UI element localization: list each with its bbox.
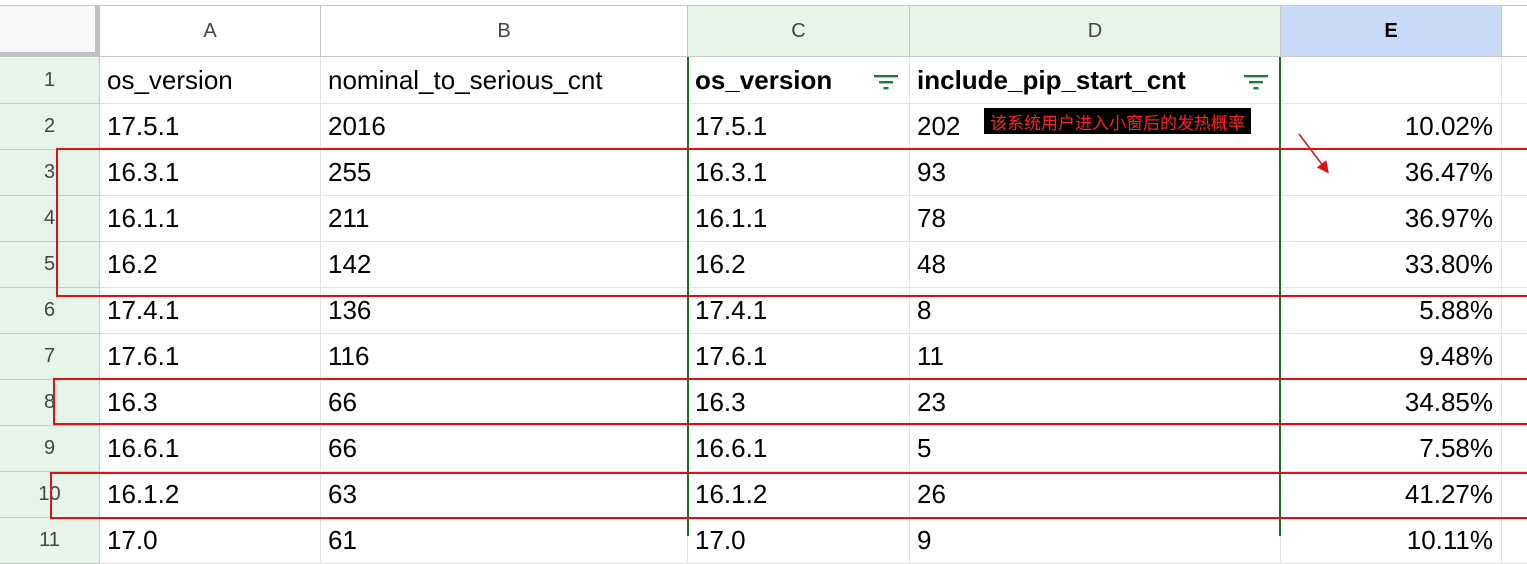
row-header-5[interactable]: 5: [0, 242, 100, 288]
cell-a6[interactable]: 17.4.1: [100, 288, 321, 334]
header-cell-d1[interactable]: include_pip_start_cnt: [910, 57, 1281, 104]
cell-f4[interactable]: [1502, 196, 1527, 242]
cell-b5[interactable]: 142: [321, 242, 688, 288]
cell-c3[interactable]: 16.3.1: [688, 150, 910, 196]
annotation-note: 该系统用户进入小窗后的发热概率: [984, 108, 1251, 134]
row-header-11[interactable]: 11: [0, 518, 100, 564]
cell-c2[interactable]: 17.5.1: [688, 104, 910, 150]
filter-icon[interactable]: [873, 73, 899, 91]
header-cell-c1[interactable]: os_version: [688, 57, 910, 104]
cell-c10[interactable]: 16.1.2: [688, 472, 910, 518]
cell-f2[interactable]: [1502, 104, 1527, 150]
cell-f8[interactable]: [1502, 380, 1527, 426]
cell-a5[interactable]: 16.2: [100, 242, 321, 288]
highlight-box-rows-3-5: [56, 148, 1527, 297]
cell-b4[interactable]: 211: [321, 196, 688, 242]
cell-d9[interactable]: 5: [910, 426, 1281, 472]
cell-c5[interactable]: 16.2: [688, 242, 910, 288]
cell-c6[interactable]: 17.4.1: [688, 288, 910, 334]
cell-b11[interactable]: 61: [321, 518, 688, 564]
row-header-6[interactable]: 6: [0, 288, 100, 334]
header-cell-e1[interactable]: [1281, 57, 1502, 104]
cell-e7[interactable]: 9.48%: [1281, 334, 1502, 380]
cell-b8[interactable]: 66: [321, 380, 688, 426]
cell-e9[interactable]: 7.58%: [1281, 426, 1502, 472]
cell-f7[interactable]: [1502, 334, 1527, 380]
cell-e5[interactable]: 33.80%: [1281, 242, 1502, 288]
cell-a10[interactable]: 16.1.2: [100, 472, 321, 518]
row-header-7[interactable]: 7: [0, 334, 100, 380]
cell-c4[interactable]: 16.1.1: [688, 196, 910, 242]
highlight-box-row-8: [53, 378, 1527, 425]
cell-e2[interactable]: 10.02%: [1281, 104, 1502, 150]
cell-b9[interactable]: 66: [321, 426, 688, 472]
cell-a3[interactable]: 16.3.1: [100, 150, 321, 196]
column-header-e[interactable]: E: [1281, 6, 1502, 57]
cell-f9[interactable]: [1502, 426, 1527, 472]
cell-e8[interactable]: 34.85%: [1281, 380, 1502, 426]
cell-c11[interactable]: 17.0: [688, 518, 910, 564]
cell-b2[interactable]: 2016: [321, 104, 688, 150]
row-header-4[interactable]: 4: [0, 196, 100, 242]
cell-d7[interactable]: 11: [910, 334, 1281, 380]
row-header-2[interactable]: 2: [0, 104, 100, 150]
select-all-corner[interactable]: [0, 6, 100, 57]
cell-f5[interactable]: [1502, 242, 1527, 288]
cell-a4[interactable]: 16.1.1: [100, 196, 321, 242]
row-header-8[interactable]: 8: [0, 380, 100, 426]
cell-d3[interactable]: 93: [910, 150, 1281, 196]
filter-icon[interactable]: [1243, 73, 1269, 91]
header-cell-b1[interactable]: nominal_to_serious_cnt: [321, 57, 688, 104]
column-header-c[interactable]: C: [688, 6, 910, 57]
cell-e3[interactable]: 36.47%: [1281, 150, 1502, 196]
cell-a7[interactable]: 17.6.1: [100, 334, 321, 380]
cell-a8[interactable]: 16.3: [100, 380, 321, 426]
column-header-d[interactable]: D: [910, 6, 1281, 57]
cell-e11[interactable]: 10.11%: [1281, 518, 1502, 564]
cell-a9[interactable]: 16.6.1: [100, 426, 321, 472]
column-header-b[interactable]: B: [321, 6, 688, 57]
highlight-box-row-10: [50, 472, 1527, 519]
cell-f6[interactable]: [1502, 288, 1527, 334]
cell-f11[interactable]: [1502, 518, 1527, 564]
cell-a2[interactable]: 17.5.1: [100, 104, 321, 150]
cell-e4[interactable]: 36.97%: [1281, 196, 1502, 242]
row-header-9[interactable]: 9: [0, 426, 100, 472]
row-header-3[interactable]: 3: [0, 150, 100, 196]
cell-e6[interactable]: 5.88%: [1281, 288, 1502, 334]
cell-f3[interactable]: [1502, 150, 1527, 196]
cell-c9[interactable]: 16.6.1: [688, 426, 910, 472]
cell-a11[interactable]: 17.0: [100, 518, 321, 564]
row-header-1[interactable]: 1: [0, 57, 100, 104]
cell-c8[interactable]: 16.3: [688, 380, 910, 426]
header-cell-a1[interactable]: os_version: [100, 57, 321, 104]
cell-d11[interactable]: 9: [910, 518, 1281, 564]
cell-b7[interactable]: 116: [321, 334, 688, 380]
top-strip: [0, 0, 1527, 6]
column-header-f[interactable]: [1502, 6, 1527, 57]
header-cell-f1[interactable]: [1502, 57, 1527, 104]
cell-c7[interactable]: 17.6.1: [688, 334, 910, 380]
column-header-a[interactable]: A: [100, 6, 321, 57]
